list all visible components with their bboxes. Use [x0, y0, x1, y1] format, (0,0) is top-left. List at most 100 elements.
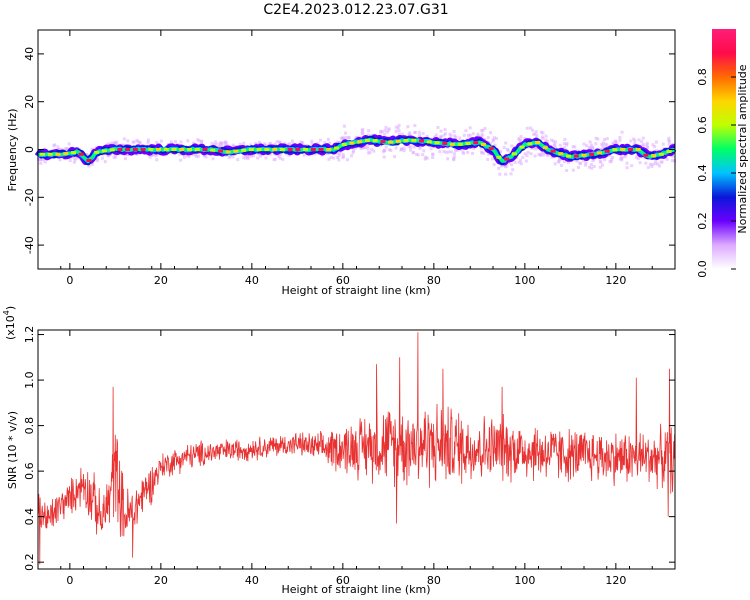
spectrogram-halo-cell — [468, 126, 472, 130]
spectrogram-halo-cell — [242, 141, 246, 145]
spectrogram-halo-cell — [594, 142, 598, 146]
spectrogram-halo-cell — [523, 152, 527, 156]
spectrogram-halo-cell — [540, 150, 544, 154]
spectrogram-halo-cell — [471, 132, 475, 136]
spectrogram-halo-cell — [629, 139, 633, 143]
spectrogram-halo-cell — [179, 158, 183, 162]
spectrogram-halo-cell — [361, 128, 365, 132]
spectrogram-halo-cell — [448, 132, 452, 136]
spectrogram-halo-cell — [413, 124, 417, 128]
spectrogram-peak-cell — [341, 142, 347, 146]
spectrogram-peak-cell — [310, 148, 316, 151]
spectrogram-halo-cell — [72, 160, 76, 164]
spectrogram-halo-cell — [66, 147, 70, 151]
spectrogram-halo-cell — [575, 159, 579, 163]
spectrogram-halo-cell — [287, 142, 291, 146]
spectrogram-halo-cell — [155, 158, 159, 162]
spectrogram-halo-cell — [87, 164, 91, 168]
spectrogram-halo-cell — [506, 148, 510, 152]
spectrogram-peak-cell — [248, 148, 254, 152]
spectrogram-halo-cell — [571, 168, 575, 172]
spectrogram-halo-cell — [489, 131, 493, 135]
spectrogram-halo-cell — [379, 130, 383, 134]
spectrogram-peak-cell — [210, 148, 216, 152]
spectrogram-halo-cell — [444, 132, 448, 136]
spectrogram-halo-cell — [513, 160, 517, 164]
spectrogram-halo-cell — [562, 142, 566, 146]
y-tick-label: -20 — [23, 188, 36, 206]
spectrogram-halo-cell — [530, 128, 534, 132]
spectrogram-halo-cell — [594, 136, 598, 140]
spectrogram-halo-cell — [385, 130, 389, 134]
spectrogram-halo-cell — [589, 163, 593, 167]
spectrogram-peak-cell — [264, 148, 270, 151]
spectrogram-halo-cell — [633, 139, 637, 143]
spectrogram-peak-cell — [241, 148, 247, 152]
colorbar-tick-label: 0.0 — [696, 260, 709, 278]
spectrogram-halo-cell — [472, 146, 476, 150]
spectrogram-halo-cell — [407, 133, 411, 137]
spectrogram-halo-cell — [179, 140, 183, 144]
spectrogram-halo-cell — [453, 152, 457, 156]
spectrogram-halo-cell — [480, 132, 484, 136]
spectrogram-halo-cell — [651, 162, 655, 166]
y-tick-label: 0.6 — [23, 462, 36, 480]
y-tick-label: 1.0 — [23, 371, 36, 389]
snr-exponent-label: (x104) — [2, 306, 17, 340]
spectrogram-peak-cell — [140, 148, 146, 151]
spectrogram-halo-cell — [489, 142, 493, 146]
spectrogram-halo-cell — [231, 143, 235, 147]
spectrogram-peak-cell — [256, 148, 262, 151]
spectrogram-halo-cell — [620, 130, 624, 134]
spectrogram-halo-cell — [584, 161, 588, 165]
spectrogram-halo-cell — [195, 154, 199, 158]
spectrogram-peak-cell — [550, 149, 556, 153]
spectrogram-halo-cell — [495, 136, 499, 140]
spectrogram-halo-cell — [402, 146, 406, 150]
y-tick-label: 0.4 — [23, 508, 36, 526]
spectrogram-peak-cell — [163, 148, 169, 151]
x-tick-label: 120 — [605, 574, 626, 587]
spectrogram-halo-cell — [452, 129, 456, 133]
spectrogram-halo-cell — [671, 154, 675, 158]
spectrogram-halo-cell — [367, 129, 371, 133]
colorbar: 0.0 0.2 0.4 0.6 0.8 Normalized spectral ampl… — [696, 29, 749, 278]
y-tick-label: 0 — [23, 146, 36, 153]
spectrogram-halo-cell — [578, 161, 582, 165]
spectrogram-peak-cell — [426, 140, 432, 144]
spectrogram-halo-cell — [148, 155, 152, 159]
spectrogram-halo-cell — [582, 159, 586, 163]
spectrogram-peak-cell — [612, 148, 618, 152]
spectrogram-halo-cell — [618, 157, 622, 161]
spectrogram-halo-cell — [106, 154, 110, 158]
spectrogram-axes: 0 20 40 60 80 100 120 40 20 0 -20 -40 — [23, 30, 676, 287]
spectrogram-halo-cell — [212, 143, 216, 147]
spectrogram-halo-cell — [444, 150, 448, 154]
spectrogram-halo-cell — [215, 142, 219, 146]
spectrogram-peak-cell — [318, 148, 324, 151]
spectrogram-halo-cell — [37, 158, 41, 162]
spectrogram-halo-cell — [246, 155, 250, 159]
spectrogram-halo-cell — [124, 157, 128, 161]
spectrogram-halo-cell — [482, 151, 486, 155]
spectrogram-halo-cell — [41, 158, 45, 162]
spectrogram-halo-cell — [67, 142, 71, 146]
spectrogram-halo-cell — [641, 136, 645, 140]
spectrogram-halo-cell — [416, 153, 420, 157]
spectrogram-halo-cell — [345, 158, 349, 162]
spectrogram-halo-cell — [224, 140, 228, 144]
snr-marks — [37, 332, 676, 565]
spectrogram-peak-cell — [326, 148, 332, 151]
spectrogram-halo-cell — [539, 130, 543, 134]
spectrogram-halo-cell — [58, 158, 62, 162]
spectrogram-halo-cell — [214, 140, 218, 144]
spectrogram-halo-cell — [510, 163, 514, 167]
spectrogram-peak-cell — [504, 157, 510, 161]
spectrogram-halo-cell — [553, 162, 557, 166]
spectrogram-halo-cell — [459, 148, 463, 152]
spectrogram-halo-cell — [159, 139, 163, 143]
spectrogram-halo-cell — [424, 155, 428, 159]
spectrogram-halo-cell — [231, 155, 235, 159]
spectrogram-halo-cell — [576, 165, 580, 169]
spectrogram-halo-cell — [250, 154, 254, 158]
